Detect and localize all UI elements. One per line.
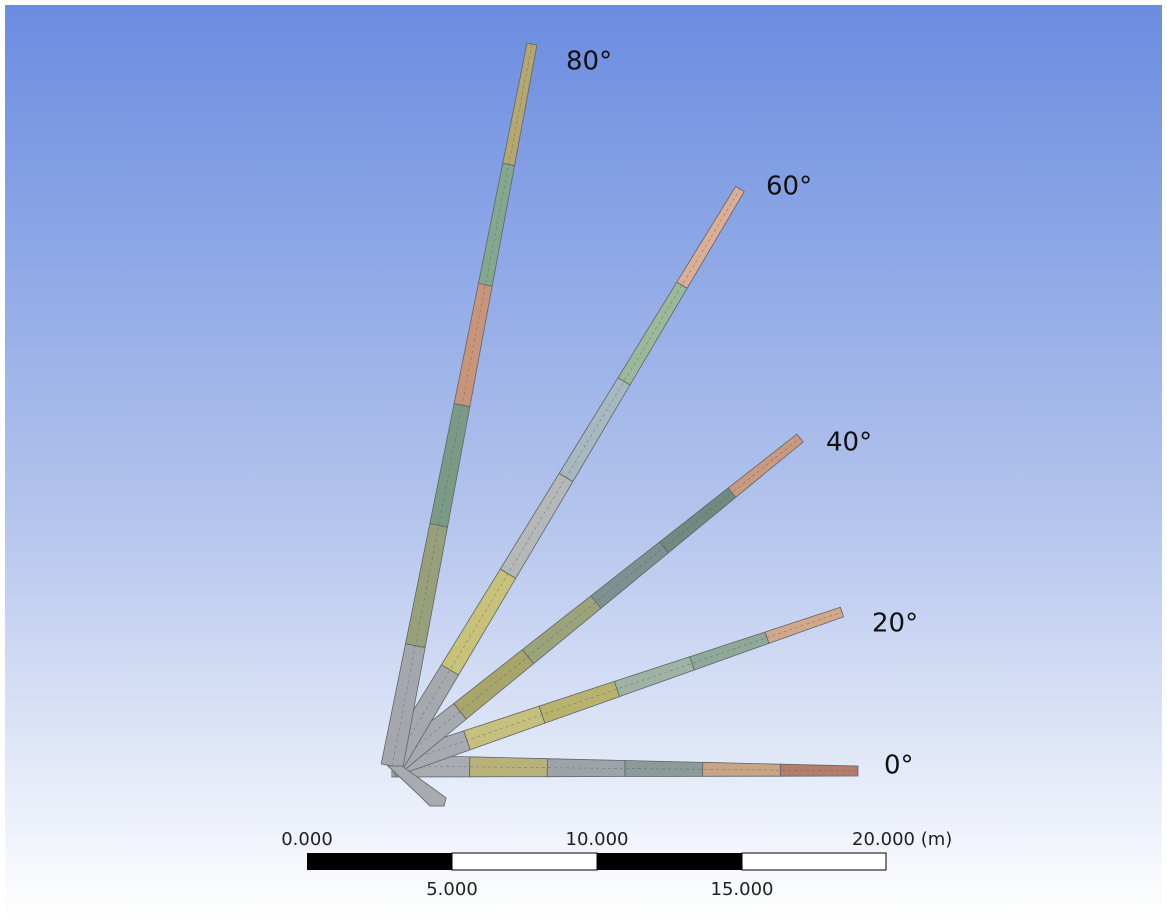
viewport: 0.000 10.000 20.000 (m) 5.000 15.000 0° 2… [0,0,1167,922]
page: 0.000 10.000 20.000 (m) 5.000 15.000 0° 2… [0,0,1167,922]
angle-label: 0° [884,751,914,781]
boom-section [625,761,703,777]
scale-segment [597,853,742,870]
scale-label: 0.000 [281,829,333,850]
scale-label: 20.000 (m) [852,829,952,850]
scale-segment [307,853,452,870]
boom-section [547,759,625,777]
boom-section [780,764,858,776]
scale-label: 15.000 [711,879,774,900]
angle-label: 80° [566,47,612,77]
angle-label: 40° [826,428,872,458]
angle-label: 20° [872,609,918,639]
scale-segment [742,853,886,870]
angle-label: 60° [766,172,812,202]
scale-label: 5.000 [426,879,478,900]
boom-section [703,762,781,776]
scale-segment [452,853,597,870]
scale-label: 10.000 [566,829,629,850]
boom-section [470,757,548,777]
